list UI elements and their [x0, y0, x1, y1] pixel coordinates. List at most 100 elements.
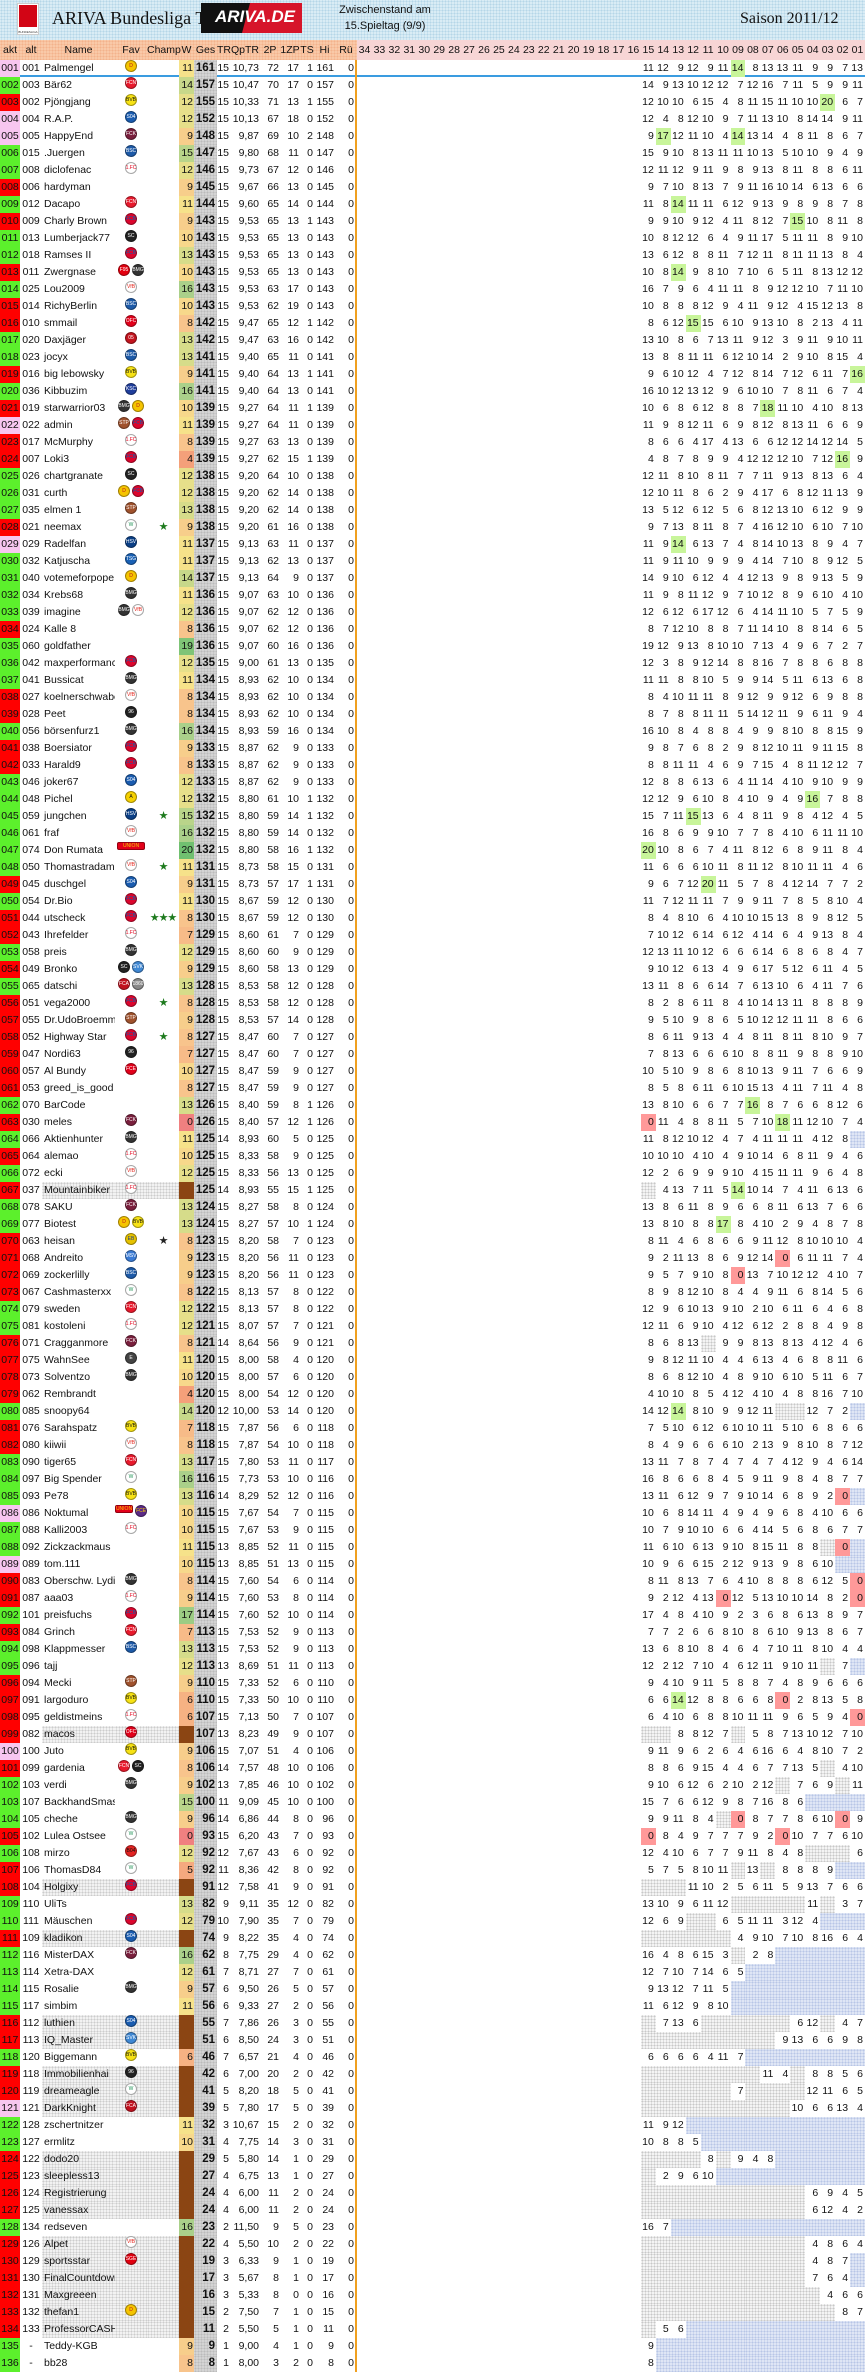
player-name[interactable]: Klappmesser — [44, 1643, 106, 1655]
matchday-header-22[interactable]: 22 — [536, 40, 552, 60]
player-name[interactable]: tom.111 — [44, 1558, 81, 1570]
table-row[interactable]: 032 034 Krebs68 BMG 11 136 15 9,07 63 10 0 136 0 11 9 8… — [0, 587, 865, 604]
table-row[interactable]: 066 072 ecki VfB 12 125 15 8,33 56 13 0 125 0 12 2 6 9 9 9… — [0, 1165, 865, 1182]
player-name[interactable]: starwarrior03 — [44, 402, 106, 414]
player-name[interactable]: Charly Brown — [44, 215, 108, 227]
table-row[interactable]: 017 020 Daxjäger 05 13 142 15 9,47 63 16 0 142 0 13 10… — [0, 332, 865, 349]
player-name[interactable]: meles — [44, 1116, 73, 1128]
table-row[interactable]: 039 028 Peet 96 8 134 15 8,93 62 10 0 134 0 8 7 8 8 11 11 5… — [0, 706, 865, 723]
table-row[interactable]: 049 045 duschgel S04 9 131 15 8,73 57 17 1 131 0 9 6 7 1… — [0, 876, 865, 893]
player-name[interactable]: Dacapo — [44, 198, 81, 210]
column-header-1[interactable]: alt — [25, 44, 37, 56]
player-name[interactable]: Daxjäger — [44, 334, 87, 346]
table-row[interactable]: 091 087 aaa03 1.FC 9 114 15 7,60 53 8 0 114 0 9 2 12 4 13… — [0, 1590, 865, 1607]
matchday-header-33[interactable]: 33 — [371, 40, 387, 60]
table-row[interactable]: 096 094 Mecki STP 9 110 15 7,33 52 6 0 110 0 9 4 10 9 11 5… — [0, 1675, 865, 1692]
player-name[interactable]: Rembrandt — [44, 1388, 96, 1400]
player-name[interactable]: zockerlilly — [44, 1269, 90, 1281]
table-row[interactable]: 042 033 Harald9 FCB 8 133 15 8,87 62 9 0 133 0 8 8 11 11… — [0, 757, 865, 774]
matchday-header-08[interactable]: 08 — [745, 40, 761, 60]
player-name[interactable]: .Juergen — [44, 147, 85, 159]
table-row[interactable]: 080 085 snoopy64 14 120 12 10,00 53 14 0 120 0 14 12 1… — [0, 1403, 865, 1420]
table-row[interactable]: 052 043 Ihrefelder 1.FC 7 129 15 8,60 61 7 0 129 0 7 1… — [0, 927, 865, 944]
player-name[interactable]: SAKU — [44, 1201, 73, 1213]
player-name[interactable]: smmail — [44, 317, 78, 329]
player-name[interactable]: kostoleni — [44, 1320, 86, 1332]
table-row[interactable]: 074 079 sweden FCN 12 122 15 8,13 57 8 0 122 0 12 9 6 10… — [0, 1301, 865, 1318]
column-header-11[interactable]: TS — [300, 44, 314, 56]
column-header-8[interactable]: QpTR — [230, 44, 259, 56]
matchday-header-18[interactable]: 18 — [596, 40, 611, 60]
player-name[interactable]: Highway Star — [44, 1031, 107, 1043]
player-name[interactable]: chartgranate — [44, 470, 103, 482]
player-name[interactable]: vega2000 — [44, 997, 91, 1009]
player-name[interactable]: heisan — [44, 1235, 75, 1247]
table-row[interactable]: 005 005 HappyEnd FCK 9 148 15 9,87 69 10 2 148 0 9 17 1… — [0, 128, 865, 145]
column-header-0[interactable]: akt — [2, 44, 17, 56]
table-row[interactable]: 075 081 kostoleni 1.FC 12 121 15 8,07 57 7 0 121 0 12… — [0, 1318, 865, 1335]
table-row[interactable]: 087 088 Kalli2003 1.FC 10 115 15 7,67 53 9 0 115 0 10… — [0, 1522, 865, 1539]
table-row[interactable]: 097 091 largoduro BVB 6 110 15 7,33 50 10 0 110 0 6 6 1… — [0, 1692, 865, 1709]
matchday-header-11[interactable]: 11 — [700, 40, 716, 60]
player-name[interactable]: neemax — [44, 521, 82, 533]
table-row[interactable]: 019 016 big lebowsky BVB 9 141 15 9,40 64 13 1 141 0… — [0, 366, 865, 383]
player-name[interactable]: HappyEnd — [44, 130, 94, 142]
table-row[interactable]: 093 084 Grinch FCN 7 113 15 7,53 52 9 0 113 0 7 7 2 6 6 8 1… — [0, 1624, 865, 1641]
player-name[interactable]: Mountainbiker — [42, 1182, 115, 1199]
player-name[interactable]: largoduro — [44, 1694, 89, 1706]
table-row[interactable]: 055 065 datschi FCA 1860 13 128 15 8,53 58 12 0 128 0… — [0, 978, 865, 995]
table-row[interactable]: 067 037 Mountainbiker 1.FC -125 14 8,93 55 15 1 12… — [0, 1182, 865, 1199]
player-name[interactable]: Pichel — [44, 793, 73, 805]
table-row[interactable]: 062 070 BarCode 13 126 15 8,40 59 8 1 126 0 13 8 10 6 6 7… — [0, 1097, 865, 1114]
player-name[interactable]: duschgel — [44, 878, 87, 890]
table-row[interactable]: 073 067 Cashmasterxx W 8 122 15 8,13 57 8 0 122 0 8 9 8… — [0, 1284, 865, 1301]
table-row[interactable]: 057 055 Dr.UdoBroemme STP 9 128 15 8,53 57 14 0 128… — [0, 1012, 865, 1029]
player-name[interactable]: börsenfurz1 — [44, 725, 100, 737]
player-name[interactable]: Loki3 — [44, 453, 70, 465]
matchday-header-27[interactable]: 27 — [461, 40, 477, 60]
table-row[interactable]: 051 044 utscheck FCB ★★★ 8 130 15 8,67 59 12 0 130 0 8… — [0, 910, 865, 927]
player-name[interactable]: Grinch — [44, 1626, 75, 1638]
table-row[interactable]: 033 039 imagine BMG VfB 12 136 15 9,07 62 12 0 136 0 1… — [0, 604, 865, 621]
player-name[interactable]: Nordi63 — [44, 1048, 81, 1060]
player-name[interactable]: Cashmasterxx — [44, 1286, 112, 1298]
player-name[interactable]: Ihrefelder — [44, 929, 89, 941]
player-name[interactable]: Andreito — [44, 1252, 84, 1264]
player-name[interactable]: Lumberjack77 — [44, 232, 110, 244]
player-name[interactable]: Dr.Bio — [44, 895, 73, 907]
table-row[interactable]: 041 038 Boersiator FCB 9 133 15 8,87 62 9 0 133 0 9 8 7… — [0, 740, 865, 757]
player-name[interactable]: Cragganmore — [44, 1337, 109, 1349]
player-name[interactable]: Radelfan — [44, 538, 87, 550]
matchday-header-29[interactable]: 29 — [431, 40, 447, 60]
table-row[interactable]: 048050ThomastradamusVfB★11131158,7358150… — [0, 859, 865, 876]
table-row[interactable]: 061 053 greed_is_good 8 127 15 8,47 59 9 0 127 0 8 5 8… — [0, 1080, 865, 1097]
matchday-header-06[interactable]: 06 — [775, 40, 791, 60]
matchday-header-31[interactable]: 31 — [401, 40, 417, 60]
column-header-3[interactable]: Fav — [122, 44, 140, 56]
player-name[interactable]: utscheck — [44, 912, 86, 924]
table-row[interactable]: 021 019 starwarrior03 BMG D 10 139 15 9,27 64 11 1 1… — [0, 400, 865, 417]
player-name[interactable]: Zickzackmaus — [44, 1541, 111, 1553]
player-name[interactable]: Pe78 — [44, 1490, 69, 1502]
matchday-header-15[interactable]: 15 — [640, 40, 656, 60]
matchday-header-28[interactable]: 28 — [446, 40, 462, 60]
player-name[interactable]: Kalle 8 — [44, 623, 77, 635]
table-row[interactable]: 030 032 Katjuscha TSG 11 137 15 9,13 62 13 0 137 0 11… — [0, 553, 865, 570]
matchday-header-13[interactable]: 13 — [670, 40, 686, 60]
table-row[interactable]: 037 041 Bussicat BMG 11 134 15 8,93 62 10 0 134 0 11 1… — [0, 672, 865, 689]
table-row[interactable]: 009 012 Dacapo FCN 11 144 15 9,60 65 14 0 144 0 11 8 14… — [0, 196, 865, 213]
player-name[interactable]: jungchen — [44, 810, 87, 822]
player-name[interactable]: Big Spender — [44, 1473, 102, 1485]
player-name[interactable]: goldfather — [44, 640, 91, 652]
player-name[interactable]: Palmengel — [44, 62, 94, 74]
table-row[interactable]: 002 003 Bär62 FCN 14 157 15 10,47 70 17 0 157 0 14 9 13… — [0, 77, 865, 94]
column-header-4[interactable]: Champ — [147, 44, 181, 56]
table-row[interactable]: 047 074 Don Rumata UNION 20 132 15 8,80 58 16 1 132… — [0, 842, 865, 859]
player-name[interactable]: Al Bundy — [44, 1065, 87, 1077]
table-row[interactable]: 001 001 Palmengel D 11 161 15 10,73 72 17 1 161 0 11 1… — [0, 60, 865, 77]
column-header-13[interactable]: Rü — [339, 44, 353, 56]
table-row[interactable]: 036 042 maxperformance FCB 12 135 15 9,00 61 13 0 1… — [0, 655, 865, 672]
table-row[interactable]: 046 061 fraf VfB 16 132 15 8,80 59 14 0 132 0 16 8 6 9 9 1… — [0, 825, 865, 842]
column-header-5[interactable]: W — [181, 44, 192, 56]
player-name[interactable]: Pjöngjang — [44, 96, 91, 108]
